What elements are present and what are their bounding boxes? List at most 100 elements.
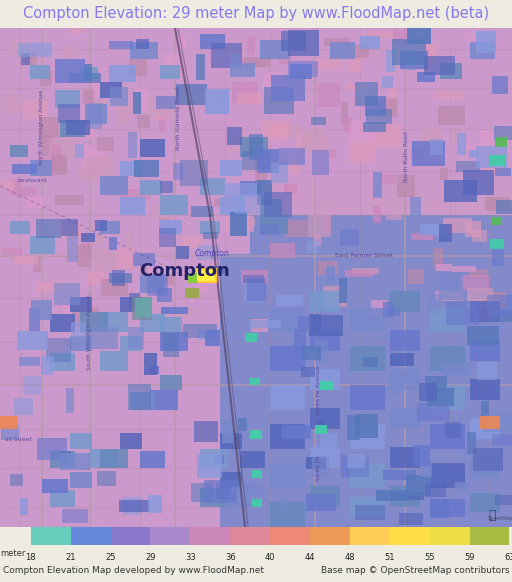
Bar (230, 527, 270, 545)
Bar (485, 197, 510, 211)
Bar (12, 164, 37, 174)
Text: 40: 40 (265, 553, 275, 562)
Bar (2, 181, 15, 190)
Bar (173, 164, 183, 180)
Bar (135, 298, 151, 317)
Bar (366, 109, 392, 125)
Bar (473, 448, 503, 471)
Bar (100, 176, 128, 196)
Text: boulevard: boulevard (18, 178, 48, 183)
Bar (467, 326, 499, 345)
Bar (470, 268, 488, 278)
Bar (14, 398, 33, 415)
Bar (324, 218, 330, 230)
Bar (23, 376, 41, 395)
Bar (196, 54, 205, 80)
Bar (93, 99, 109, 119)
Bar (410, 197, 421, 217)
Bar (270, 307, 305, 332)
Bar (460, 275, 489, 290)
Bar (495, 495, 512, 505)
Bar (66, 388, 74, 413)
Bar (416, 42, 437, 65)
Text: ⌕: ⌕ (488, 509, 496, 521)
Bar (240, 181, 262, 196)
Bar (14, 256, 38, 265)
Bar (371, 300, 387, 317)
Bar (200, 488, 228, 508)
Bar (151, 205, 173, 219)
Bar (490, 239, 504, 249)
Bar (55, 194, 84, 205)
Text: East Palmer Street: East Palmer Street (335, 253, 393, 258)
Bar (101, 279, 128, 296)
Bar (389, 88, 397, 107)
Bar (242, 151, 271, 170)
Bar (60, 453, 90, 470)
Bar (140, 139, 165, 157)
Bar (176, 246, 189, 259)
Bar (184, 92, 197, 101)
Bar (243, 57, 271, 67)
Bar (58, 104, 80, 123)
Bar (412, 141, 445, 166)
Bar (298, 316, 311, 331)
Bar (134, 161, 159, 177)
Bar (157, 288, 172, 301)
Bar (390, 330, 420, 352)
Bar (245, 333, 257, 342)
Bar (41, 356, 54, 375)
Bar (69, 73, 101, 83)
Bar (347, 55, 362, 72)
Bar (160, 181, 173, 193)
Bar (220, 472, 242, 488)
Bar (97, 137, 114, 151)
Bar (160, 65, 180, 79)
Bar (210, 215, 512, 527)
Bar (140, 275, 165, 293)
Bar (494, 126, 512, 140)
Bar (181, 236, 204, 248)
Bar (0, 28, 250, 254)
Bar (36, 219, 61, 239)
Bar (220, 161, 242, 176)
Bar (390, 486, 420, 508)
Bar (111, 527, 151, 545)
Bar (345, 269, 373, 278)
Bar (50, 489, 75, 508)
Text: Compton Elevation Map developed by www.FloodMap.net: Compton Elevation Map developed by www.F… (3, 566, 264, 575)
Bar (315, 59, 341, 70)
Bar (112, 269, 125, 286)
Bar (109, 65, 136, 83)
Bar (161, 307, 188, 314)
Bar (435, 291, 463, 301)
Text: Base map © OpenStreetMap contributors: Base map © OpenStreetMap contributors (321, 566, 509, 575)
Bar (125, 232, 134, 245)
Bar (140, 322, 160, 328)
Bar (326, 265, 335, 283)
Bar (100, 352, 128, 371)
Bar (419, 382, 437, 401)
Bar (241, 269, 268, 284)
Bar (495, 168, 511, 176)
Bar (318, 261, 338, 275)
Bar (279, 54, 291, 64)
Bar (85, 104, 107, 125)
Bar (487, 295, 512, 316)
Bar (80, 313, 108, 332)
Bar (309, 315, 343, 336)
Bar (205, 330, 220, 346)
Bar (317, 418, 325, 430)
Bar (117, 105, 131, 125)
Bar (89, 103, 102, 129)
Bar (411, 148, 423, 161)
Text: 55: 55 (424, 553, 435, 562)
Bar (270, 527, 310, 545)
Bar (109, 237, 117, 250)
Bar (31, 527, 71, 545)
Bar (470, 527, 509, 545)
Bar (481, 401, 489, 424)
Text: Compton: Compton (195, 250, 229, 258)
Text: 51: 51 (385, 553, 395, 562)
Bar (251, 319, 268, 332)
